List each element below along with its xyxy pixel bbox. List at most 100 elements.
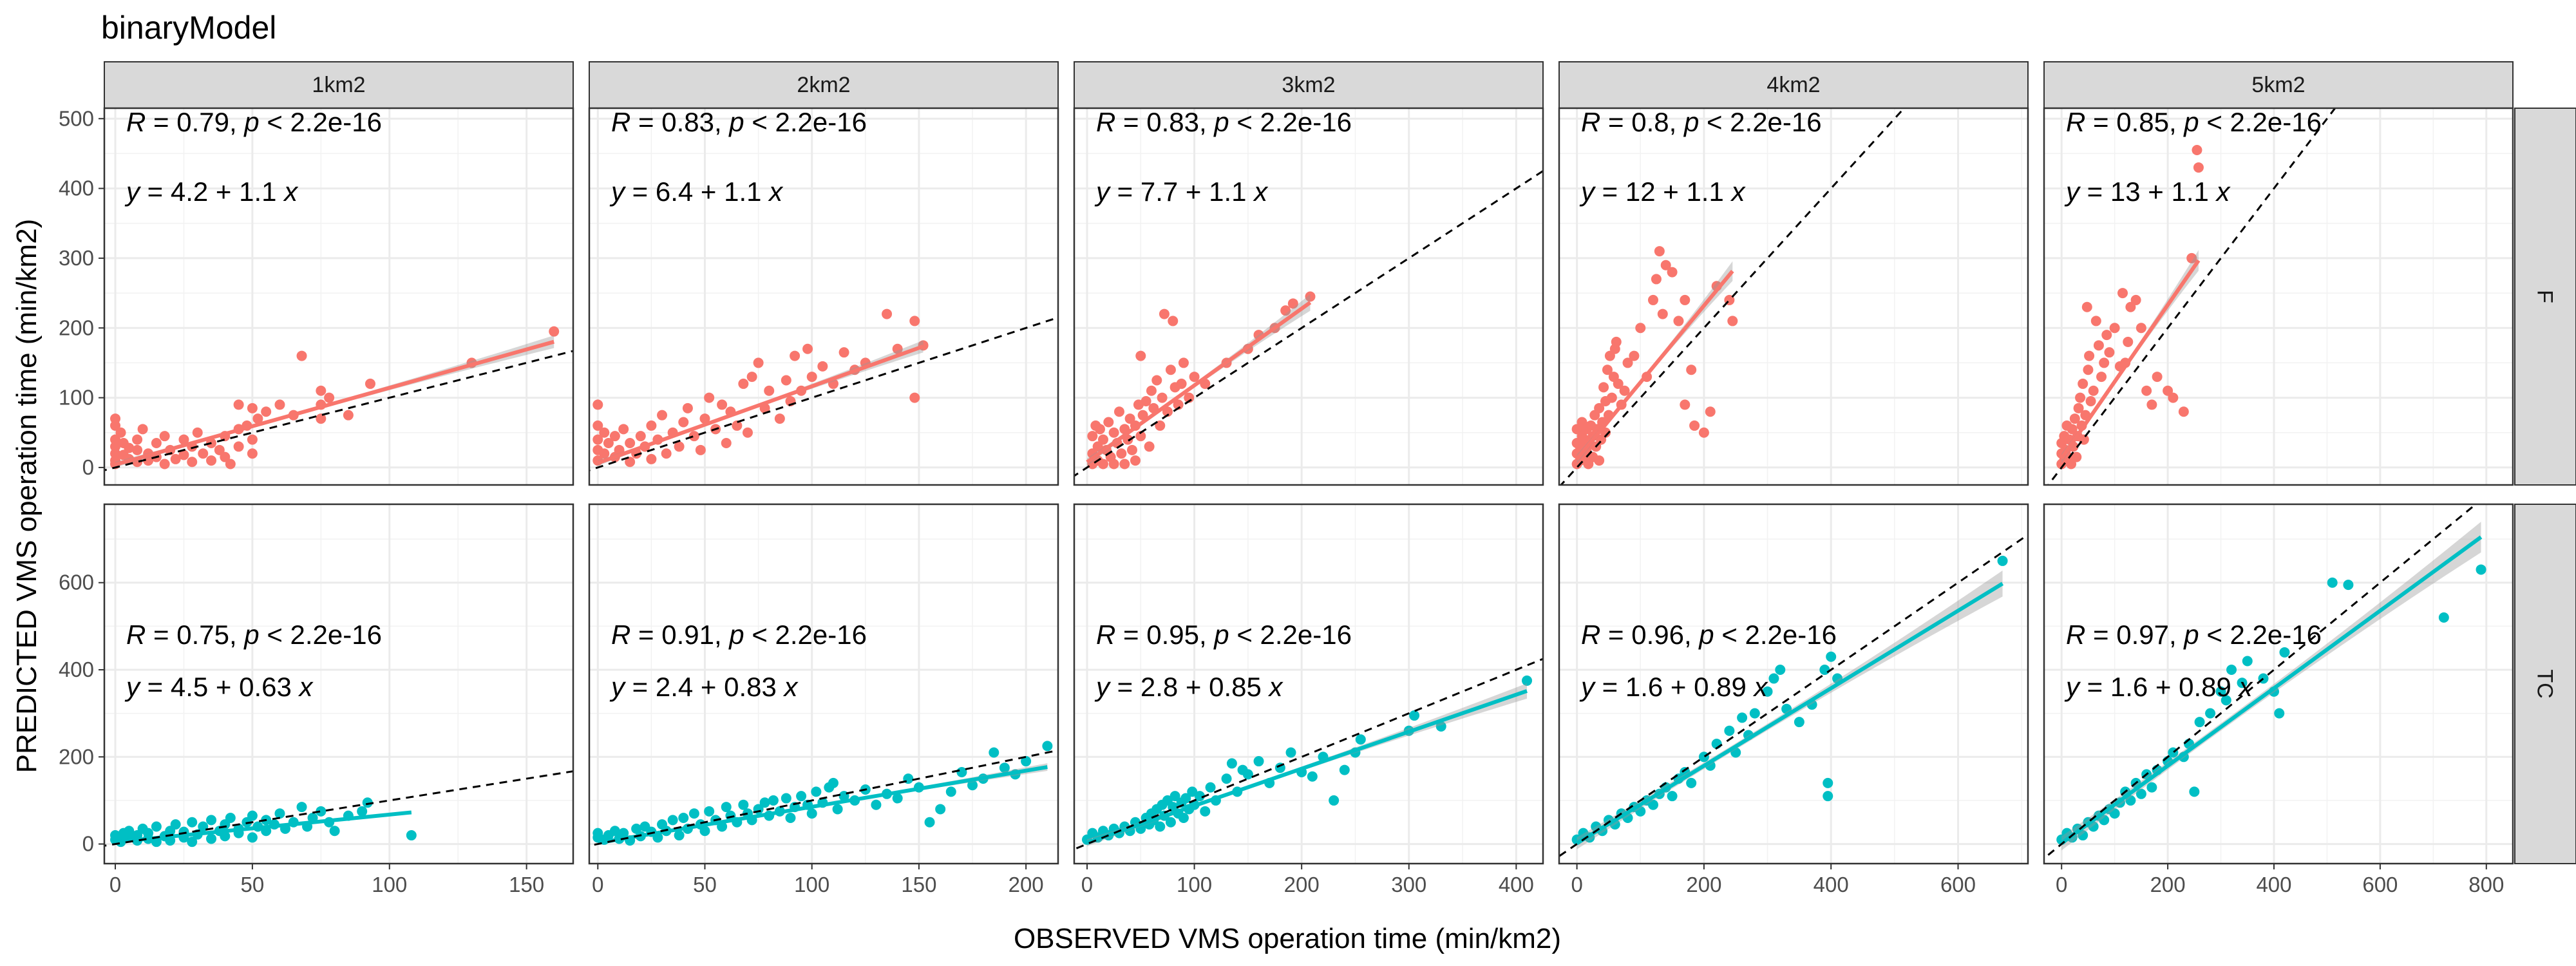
panel-F-4km2: R = 0.8, p < 2.2e-16 y = 12 + 1.1 x	[1558, 107, 2029, 486]
data-point	[1698, 427, 1709, 438]
y-symbol: y	[124, 176, 142, 207]
equation-annotation: y = 2.8 + 0.85 x	[1094, 672, 1284, 702]
data-point	[1602, 365, 1613, 375]
correlation-annotation: R = 0.95, p < 2.2e-16	[1096, 620, 1352, 650]
data-point	[132, 434, 143, 445]
data-point	[1180, 793, 1191, 804]
data-point	[214, 444, 225, 455]
panel-border	[1073, 503, 1544, 865]
data-point	[2066, 459, 2077, 469]
data-point	[618, 828, 629, 838]
x-tick-label: 600	[2362, 873, 2398, 896]
y-symbol: y	[2064, 672, 2081, 702]
data-point	[678, 812, 689, 823]
data-point	[206, 455, 217, 466]
x-tick-label: 150	[509, 873, 544, 896]
p-value: < 2.2e-16	[1714, 620, 1837, 650]
p-value: < 2.2e-16	[2199, 107, 2322, 137]
data-point	[233, 441, 244, 452]
data-point	[124, 826, 135, 837]
data-point	[646, 420, 657, 431]
correlation-annotation: R = 0.85, p < 2.2e-16	[2066, 107, 2322, 137]
y-tick-label: 400	[59, 658, 94, 681]
equation-annotation: y = 12 + 1.1 x	[1579, 176, 1747, 207]
x-tick-label: 100	[794, 873, 829, 896]
data-point	[143, 828, 154, 838]
data-point	[2099, 815, 2110, 826]
data-point	[909, 392, 920, 403]
data-point	[1176, 378, 1187, 389]
data-point	[2327, 577, 2338, 588]
data-point	[2073, 402, 2084, 413]
data-point	[892, 793, 903, 804]
y-tick-label: 0	[82, 455, 94, 479]
data-point	[1307, 771, 1318, 782]
equation-intercept: = 4.5 + 0.63	[140, 672, 299, 702]
data-point	[329, 826, 340, 837]
y-tick-label: 200	[59, 316, 94, 339]
data-point	[738, 378, 749, 389]
data-point	[1629, 350, 1640, 361]
data-point	[704, 806, 715, 817]
data-point	[187, 457, 198, 468]
data-point	[2274, 708, 2285, 719]
data-point	[796, 791, 807, 802]
data-point	[170, 453, 181, 464]
equation-intercept: = 1.6 + 0.89	[1595, 672, 1754, 702]
data-point	[592, 420, 603, 431]
data-point	[1097, 434, 1108, 445]
data-point	[1762, 686, 1773, 697]
data-point	[1619, 385, 1630, 396]
panel-plot-area	[1074, 658, 1543, 851]
data-point	[625, 438, 636, 448]
data-point	[1126, 444, 1137, 455]
correlation-annotation: R = 0.75, p < 2.2e-16	[126, 620, 382, 650]
r-symbol: R	[126, 107, 146, 137]
r-value: = 0.8,	[1600, 107, 1684, 137]
data-point	[682, 402, 693, 413]
data-point	[1522, 675, 1533, 686]
r-value: = 0.85,	[2085, 107, 2184, 137]
p-value: < 2.2e-16	[2199, 620, 2322, 650]
x-tick-label: 150	[901, 873, 936, 896]
data-point	[1635, 806, 1646, 817]
data-point	[1435, 721, 1446, 732]
r-symbol: R	[1581, 107, 1600, 137]
data-point	[2109, 323, 2120, 334]
data-point	[159, 459, 170, 469]
data-point	[2136, 323, 2146, 334]
correlation-annotation: R = 0.97, p < 2.2e-16	[2066, 620, 2322, 650]
data-point	[2146, 399, 2157, 410]
data-point	[247, 832, 258, 843]
data-point	[625, 457, 636, 468]
correlation-annotation: R = 0.8, p < 2.2e-16	[1581, 107, 1822, 137]
panel-TC-3km2: R = 0.95, p < 2.2e-16 y = 2.8 + 0.85 x	[1073, 503, 1544, 865]
facet-strip-label: 3km2	[1282, 73, 1335, 97]
panel-plot-area	[1559, 533, 2028, 858]
data-point	[1823, 777, 1833, 788]
data-point	[110, 420, 121, 431]
data-point	[2093, 340, 2104, 351]
data-point	[151, 438, 162, 448]
data-point	[817, 361, 828, 372]
data-point	[1157, 392, 1168, 403]
r-value: = 0.83,	[630, 107, 729, 137]
data-point	[1144, 441, 1155, 452]
data-point	[1146, 385, 1157, 396]
regression-line	[1086, 301, 1312, 464]
y-symbol: y	[1579, 176, 1596, 207]
data-point	[2078, 830, 2088, 841]
data-point	[1130, 455, 1141, 466]
data-point	[2343, 580, 2354, 591]
data-point	[178, 450, 189, 460]
panel-border	[588, 503, 1059, 865]
p-value: < 2.2e-16	[260, 620, 382, 650]
data-point	[1253, 756, 1264, 767]
data-point	[274, 399, 285, 410]
regression-line	[1576, 582, 2004, 846]
data-point	[1680, 399, 1690, 410]
data-point	[1794, 717, 1804, 728]
data-point	[1285, 747, 1296, 758]
equation-annotation: y = 4.2 + 1.1 x	[124, 176, 299, 207]
p-symbol: p	[2183, 107, 2199, 137]
